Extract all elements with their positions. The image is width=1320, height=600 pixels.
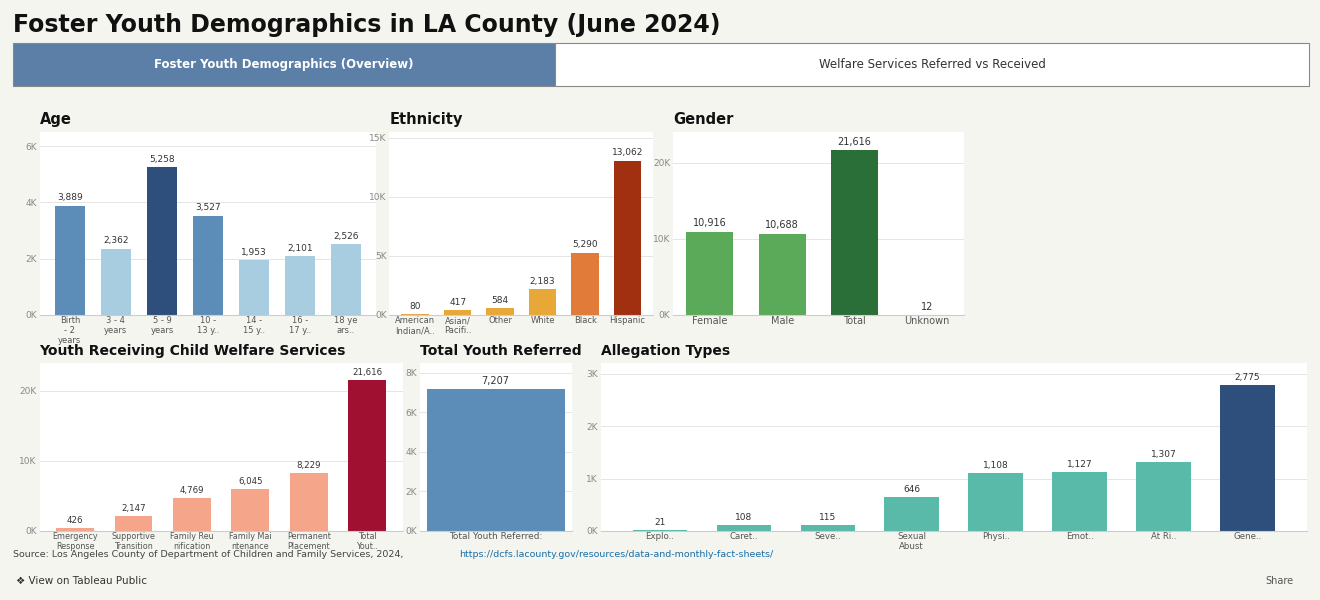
Text: 8,229: 8,229: [297, 461, 321, 470]
Text: 2,101: 2,101: [288, 244, 313, 253]
Bar: [173, 497, 211, 531]
Bar: [832, 150, 878, 315]
Text: 2,362: 2,362: [103, 236, 128, 245]
Bar: [55, 206, 84, 315]
Text: 1,953: 1,953: [242, 248, 267, 257]
Text: Ethnicity: Ethnicity: [389, 112, 463, 127]
Text: 10,916: 10,916: [693, 218, 727, 229]
Text: 1,307: 1,307: [1151, 451, 1176, 460]
Text: Foster Youth Demographics (Overview): Foster Youth Demographics (Overview): [154, 58, 414, 71]
Text: 115: 115: [820, 513, 837, 522]
Text: https://dcfs.lacounty.gov/resources/data-and-monthly-fact-sheets/: https://dcfs.lacounty.gov/resources/data…: [459, 550, 774, 559]
Text: 417: 417: [449, 298, 466, 307]
Text: 2,147: 2,147: [121, 504, 145, 513]
Bar: [231, 488, 269, 531]
Text: 108: 108: [735, 514, 752, 523]
Text: Source: Los Angeles County of Department of Children and Family Services, 2024,: Source: Los Angeles County of Department…: [13, 550, 404, 559]
Bar: [614, 161, 642, 315]
Text: Gender: Gender: [673, 112, 734, 127]
Bar: [285, 256, 315, 315]
Bar: [1220, 385, 1275, 531]
Text: 646: 646: [903, 485, 920, 494]
Bar: [401, 314, 429, 315]
Bar: [348, 380, 387, 531]
Text: 584: 584: [491, 296, 508, 305]
Text: Share: Share: [1266, 576, 1294, 586]
Text: 3,527: 3,527: [195, 203, 220, 212]
Text: Youth Receiving Child Welfare Services: Youth Receiving Child Welfare Services: [40, 344, 346, 358]
Text: Welfare Services Referred vs Received: Welfare Services Referred vs Received: [818, 58, 1045, 71]
Bar: [57, 528, 94, 531]
Text: 6,045: 6,045: [238, 476, 263, 485]
Text: 3,889: 3,889: [57, 193, 83, 202]
Text: 7,207: 7,207: [482, 376, 510, 386]
Bar: [529, 289, 557, 315]
Text: 21: 21: [655, 518, 665, 527]
Text: 1,108: 1,108: [983, 461, 1008, 470]
Bar: [147, 167, 177, 315]
Bar: [969, 473, 1023, 531]
Bar: [1052, 472, 1107, 531]
Text: 2,526: 2,526: [333, 232, 359, 241]
Bar: [632, 530, 688, 531]
Text: 80: 80: [409, 302, 421, 311]
Bar: [100, 248, 131, 315]
Text: Allegation Types: Allegation Types: [601, 344, 730, 358]
Bar: [759, 233, 805, 315]
Text: 13,062: 13,062: [612, 148, 643, 157]
Text: 21,616: 21,616: [352, 368, 383, 377]
FancyBboxPatch shape: [13, 43, 554, 86]
Bar: [444, 310, 471, 315]
Text: 10,688: 10,688: [766, 220, 799, 230]
Bar: [115, 516, 153, 531]
Text: 5,258: 5,258: [149, 155, 174, 164]
Bar: [1137, 463, 1191, 531]
Text: 4,769: 4,769: [180, 485, 205, 494]
Bar: [289, 473, 327, 531]
Text: Total Youth Referred: Total Youth Referred: [420, 344, 581, 358]
Bar: [331, 244, 360, 315]
Bar: [572, 253, 599, 315]
Bar: [884, 497, 939, 531]
Text: 2,183: 2,183: [529, 277, 556, 286]
Bar: [686, 232, 734, 315]
Text: 426: 426: [67, 516, 83, 525]
Text: 21,616: 21,616: [838, 137, 871, 147]
Text: 2,775: 2,775: [1234, 373, 1261, 382]
Text: Foster Youth Demographics in LA County (June 2024): Foster Youth Demographics in LA County (…: [13, 13, 721, 37]
Bar: [193, 216, 223, 315]
Bar: [426, 389, 565, 531]
Text: ❖ View on Tableau Public: ❖ View on Tableau Public: [16, 576, 147, 586]
Text: 5,290: 5,290: [573, 240, 598, 249]
Bar: [486, 308, 513, 315]
Bar: [717, 526, 771, 531]
Text: 1,127: 1,127: [1067, 460, 1093, 469]
Bar: [800, 525, 855, 531]
FancyBboxPatch shape: [554, 43, 1309, 86]
Text: Age: Age: [40, 112, 71, 127]
Text: 12: 12: [921, 302, 933, 311]
Bar: [239, 260, 269, 315]
